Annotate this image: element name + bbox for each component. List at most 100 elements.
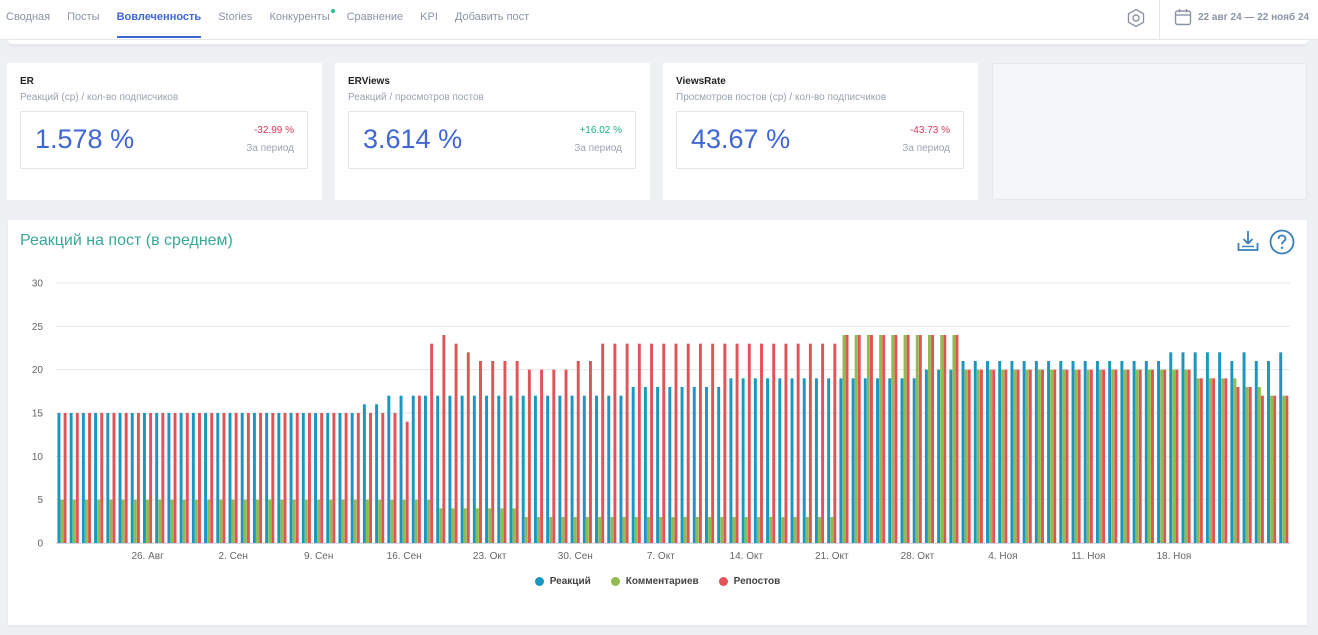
bar-reactions: [338, 413, 342, 543]
bar-reactions: [387, 395, 391, 543]
bar-comments: [84, 499, 88, 543]
legend-swatch: [534, 577, 544, 586]
bar-comments: [610, 517, 614, 543]
bar-comments: [1013, 369, 1017, 543]
tab-1[interactable]: Посты: [67, 11, 100, 23]
bar-comments: [903, 335, 907, 543]
bar-reactions: [118, 413, 122, 543]
bar-reposts: [271, 413, 275, 543]
bar-comments: [1245, 387, 1249, 543]
bar-comments: [1270, 395, 1274, 543]
bar-reposts: [576, 361, 580, 543]
bar-reposts: [405, 421, 409, 543]
bar-comments: [304, 499, 308, 543]
x-tick-label: 23. Окт: [473, 551, 507, 562]
bar-reposts: [1028, 369, 1032, 543]
bar-reactions: [1071, 361, 1075, 543]
bar-comments: [158, 499, 162, 543]
bar-comments: [1050, 369, 1054, 543]
tab-3[interactable]: Stories: [218, 11, 253, 23]
bar-reactions: [900, 378, 904, 543]
metric-delta: -32.99 %: [253, 125, 294, 136]
bar-reposts: [1199, 378, 1203, 543]
bar-comments: [1099, 369, 1102, 543]
bar-reactions: [265, 413, 269, 543]
bar-reposts: [613, 343, 617, 543]
bar-reactions: [216, 413, 220, 543]
bar-reactions: [69, 413, 73, 543]
legend-item[interactable]: Реакций: [534, 576, 591, 587]
bar-comments: [243, 499, 247, 543]
bar-reposts: [1089, 369, 1093, 543]
bar-reactions: [485, 395, 489, 543]
chart-card: Реакций на пост (в среднем) 0 5 10 15 20 25 30…: [8, 220, 1307, 625]
bar-comments: [585, 517, 589, 543]
metric-period: За период: [574, 143, 622, 154]
bar-reposts: [967, 369, 971, 543]
top-bar: Сводная Посты Вовлеченность Stories Конкурен…: [0, 0, 1318, 40]
bar-comments: [647, 517, 650, 543]
bar-reposts: [369, 413, 372, 543]
bar-reposts: [1285, 395, 1289, 543]
bar-comments: [97, 499, 101, 543]
bar-reposts: [173, 413, 177, 543]
chart-legend: Реакций Комментариев Репостов: [8, 576, 1307, 587]
bar-reposts: [588, 361, 592, 543]
bar-reposts: [552, 369, 556, 543]
tab-4[interactable]: Конкуренты: [269, 0, 335, 38]
settings-hex-icon[interactable]: [1125, 7, 1147, 29]
bar-comments: [989, 369, 993, 543]
bar-comments: [182, 499, 186, 543]
y-tick-label: 25: [32, 322, 44, 333]
legend-label: Реакций: [549, 576, 591, 587]
bar-comments: [365, 499, 369, 543]
bar-comments: [952, 335, 956, 543]
metric-title: ER: [20, 76, 34, 87]
bar-comments: [573, 517, 577, 543]
bar-reposts: [992, 369, 996, 543]
bar-reactions: [436, 395, 440, 543]
legend-item[interactable]: Комментариев: [610, 576, 699, 587]
bar-reactions: [1157, 361, 1160, 543]
x-tick-label: 4. Ноя: [988, 551, 1017, 562]
download-icon[interactable]: [1236, 229, 1260, 253]
tab-7[interactable]: Добавить пост: [454, 11, 530, 23]
metric-subtitle: Реакций / просмотров постов: [348, 92, 484, 103]
help-icon[interactable]: [1269, 229, 1295, 255]
bar-reposts: [1273, 395, 1277, 543]
bar-comments: [976, 369, 980, 543]
tab-6[interactable]: KPI: [420, 11, 438, 23]
bar-reactions: [1132, 361, 1136, 543]
bar-comments: [219, 499, 223, 543]
bar-reposts: [417, 395, 421, 543]
bar-reactions: [729, 378, 733, 543]
bar-reposts: [625, 343, 629, 543]
bar-comments: [830, 517, 834, 543]
bar-reposts: [210, 413, 214, 543]
legend-item[interactable]: Репостов: [718, 576, 780, 587]
bar-reactions: [1169, 352, 1173, 543]
bar-reposts: [1114, 369, 1118, 543]
bar-reactions: [607, 395, 611, 543]
metric-card: ViewsRate Просмотров постов (ср) / кол-во…: [663, 63, 978, 200]
bar-comments: [427, 499, 431, 543]
bar-comments: [1147, 369, 1151, 543]
bar-comments: [1135, 369, 1139, 543]
tab-2[interactable]: Вовлеченность: [116, 0, 202, 38]
bar-reposts: [857, 335, 861, 543]
bar-comments: [500, 508, 504, 543]
bar-comments: [915, 335, 919, 543]
bar-comments: [634, 517, 638, 543]
tab-0[interactable]: Сводная: [6, 11, 51, 23]
bar-reposts: [1260, 395, 1264, 543]
bar-reactions: [424, 395, 427, 543]
bar-comments: [1282, 395, 1286, 543]
tab-5[interactable]: Сравнение: [346, 11, 404, 23]
bar-reposts: [1151, 369, 1154, 543]
bar-reactions: [167, 413, 171, 543]
bar-reactions: [961, 361, 965, 543]
bar-reposts: [381, 413, 385, 543]
date-range-picker[interactable]: 22 авг 24 — 22 нояб 24: [1174, 6, 1309, 28]
bar-comments: [537, 517, 540, 543]
metric-delta: -43.73 %: [909, 125, 950, 136]
